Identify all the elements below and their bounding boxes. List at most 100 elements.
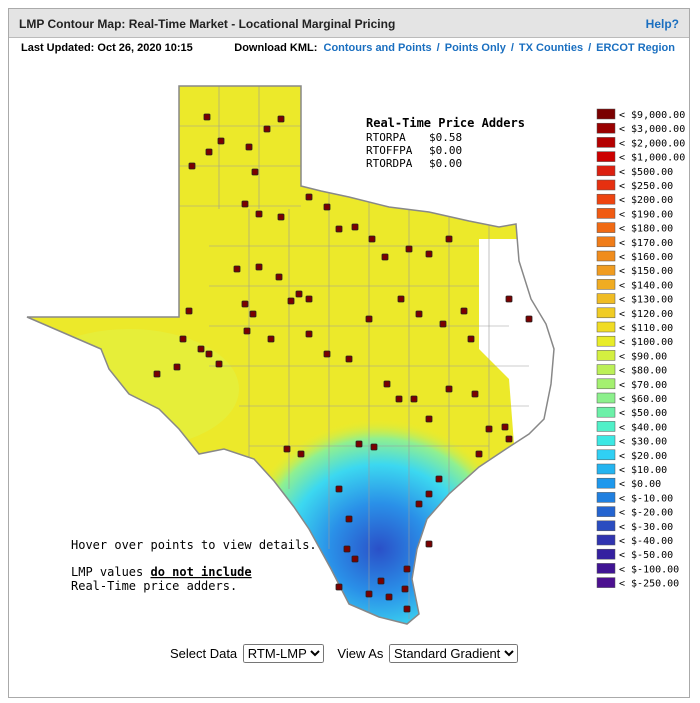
price-point[interactable] xyxy=(297,450,305,458)
legend-label: < $170.00 xyxy=(619,238,673,249)
price-point[interactable] xyxy=(173,363,181,371)
kml-link[interactable]: Points Only xyxy=(444,42,506,54)
price-point[interactable] xyxy=(365,315,373,323)
price-point[interactable] xyxy=(245,143,253,151)
price-point[interactable] xyxy=(188,162,196,170)
price-point[interactable] xyxy=(255,263,263,271)
help-link[interactable]: Help? xyxy=(645,17,679,31)
price-point[interactable] xyxy=(343,545,351,553)
legend-swatch xyxy=(596,350,616,361)
title: LMP Contour Map: Real-Time Market - Loca… xyxy=(19,17,396,31)
price-point[interactable] xyxy=(475,450,483,458)
price-point[interactable] xyxy=(203,113,211,121)
price-point[interactable] xyxy=(395,395,403,403)
price-point[interactable] xyxy=(351,555,359,563)
price-point[interactable] xyxy=(397,295,405,303)
price-point[interactable] xyxy=(277,213,285,221)
legend-swatch xyxy=(596,122,616,134)
price-point[interactable] xyxy=(243,327,251,335)
price-point[interactable] xyxy=(355,440,363,448)
price-point[interactable] xyxy=(445,385,453,393)
price-point[interactable] xyxy=(435,475,443,483)
price-point[interactable] xyxy=(370,443,378,451)
price-point[interactable] xyxy=(485,425,493,433)
price-point[interactable] xyxy=(323,350,331,358)
price-point[interactable] xyxy=(323,203,331,211)
price-point[interactable] xyxy=(505,295,513,303)
price-point[interactable] xyxy=(233,265,241,273)
price-point[interactable] xyxy=(467,335,475,343)
kml-link[interactable]: Contours and Points xyxy=(323,42,432,54)
price-point[interactable] xyxy=(410,395,418,403)
price-point[interactable] xyxy=(179,335,187,343)
controls: Select Data RTM-LMP View As Standard Gra… xyxy=(9,644,689,663)
price-point[interactable] xyxy=(305,295,313,303)
price-point[interactable] xyxy=(368,235,376,243)
price-point[interactable] xyxy=(525,315,533,323)
price-point[interactable] xyxy=(460,307,468,315)
price-point[interactable] xyxy=(415,500,423,508)
price-point[interactable] xyxy=(241,300,249,308)
price-point[interactable] xyxy=(283,445,291,453)
price-point[interactable] xyxy=(241,200,249,208)
price-point[interactable] xyxy=(415,310,423,318)
kml-link[interactable]: TX Counties xyxy=(518,42,584,54)
adders-title: Real-Time Price Adders xyxy=(366,116,525,130)
kml-link[interactable]: ERCOT Region xyxy=(596,42,675,54)
price-point[interactable] xyxy=(425,415,433,423)
last-updated: Last Updated: Oct 26, 2020 10:15 xyxy=(21,42,193,54)
price-point[interactable] xyxy=(305,330,313,338)
price-point[interactable] xyxy=(205,148,213,156)
price-point[interactable] xyxy=(439,320,447,328)
price-point[interactable] xyxy=(425,250,433,258)
price-point[interactable] xyxy=(471,390,479,398)
view-as[interactable]: Standard Gradient xyxy=(389,644,519,663)
price-point[interactable] xyxy=(185,307,193,315)
price-point[interactable] xyxy=(205,350,213,358)
price-point[interactable] xyxy=(377,577,385,585)
price-point[interactable] xyxy=(405,245,413,253)
price-point[interactable] xyxy=(425,540,433,548)
price-point[interactable] xyxy=(385,593,393,601)
legend-label: < $140.00 xyxy=(619,280,673,291)
legend-label: < $50.00 xyxy=(619,408,667,419)
price-point[interactable] xyxy=(263,125,271,133)
price-point[interactable] xyxy=(267,335,275,343)
price-point[interactable] xyxy=(345,515,353,523)
price-point[interactable] xyxy=(445,235,453,243)
price-point[interactable] xyxy=(403,565,411,573)
price-point[interactable] xyxy=(505,435,513,443)
price-point[interactable] xyxy=(351,223,359,231)
price-point[interactable] xyxy=(255,210,263,218)
price-point[interactable] xyxy=(217,137,225,145)
price-point[interactable] xyxy=(251,168,259,176)
price-point[interactable] xyxy=(287,297,295,305)
price-point[interactable] xyxy=(335,485,343,493)
select-data[interactable]: RTM-LMP xyxy=(242,644,324,663)
legend-label: < $120.00 xyxy=(619,309,673,320)
hover-note: Hover over points to view details. xyxy=(71,538,317,552)
price-point[interactable] xyxy=(381,253,389,261)
price-point[interactable] xyxy=(153,370,161,378)
price-point[interactable] xyxy=(295,290,303,298)
legend-swatch xyxy=(596,563,616,574)
price-point[interactable] xyxy=(365,590,373,598)
price-point[interactable] xyxy=(275,273,283,281)
adder-name: RTOFFPA xyxy=(366,144,413,157)
price-point[interactable] xyxy=(403,605,411,613)
price-point[interactable] xyxy=(215,360,223,368)
price-point[interactable] xyxy=(305,193,313,201)
legend-swatch xyxy=(596,406,616,418)
price-point[interactable] xyxy=(383,380,391,388)
price-point[interactable] xyxy=(345,355,353,363)
price-point[interactable] xyxy=(197,345,205,353)
price-point[interactable] xyxy=(425,490,433,498)
price-point[interactable] xyxy=(401,585,409,593)
legend-label: < $130.00 xyxy=(619,295,673,306)
price-point[interactable] xyxy=(501,423,509,431)
price-point[interactable] xyxy=(335,225,343,233)
price-point[interactable] xyxy=(335,583,343,591)
price-point[interactable] xyxy=(277,115,285,123)
price-point[interactable] xyxy=(249,310,257,318)
legend-label: < $100.00 xyxy=(619,337,673,348)
